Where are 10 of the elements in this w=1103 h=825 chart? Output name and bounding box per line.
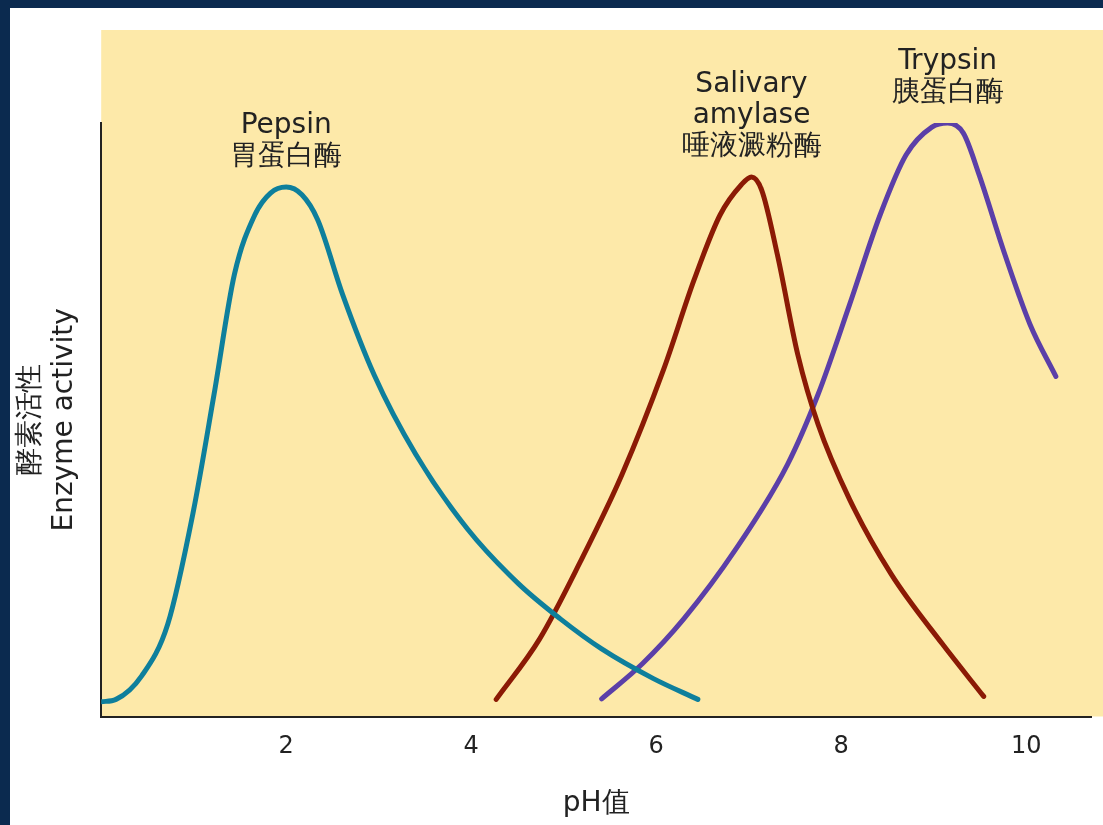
series-label: Pepsin 胃蛋白酶 bbox=[230, 107, 343, 172]
series-label: Trypsin 胰蛋白酶 bbox=[891, 43, 1004, 108]
x-tick-label: 6 bbox=[648, 731, 664, 760]
text: Salivary amylase 唾液澱粉酶 bbox=[681, 66, 822, 162]
x-tick-label: 8 bbox=[833, 731, 849, 760]
x-tick-label: 2 bbox=[278, 731, 294, 760]
x-tick-label: 4 bbox=[463, 731, 479, 760]
x-tick-label: 10 bbox=[1010, 731, 1042, 760]
y-axis-title: 酵素活性 Enzyme activity bbox=[12, 308, 79, 532]
x-axis-title: pH值 bbox=[562, 785, 630, 819]
